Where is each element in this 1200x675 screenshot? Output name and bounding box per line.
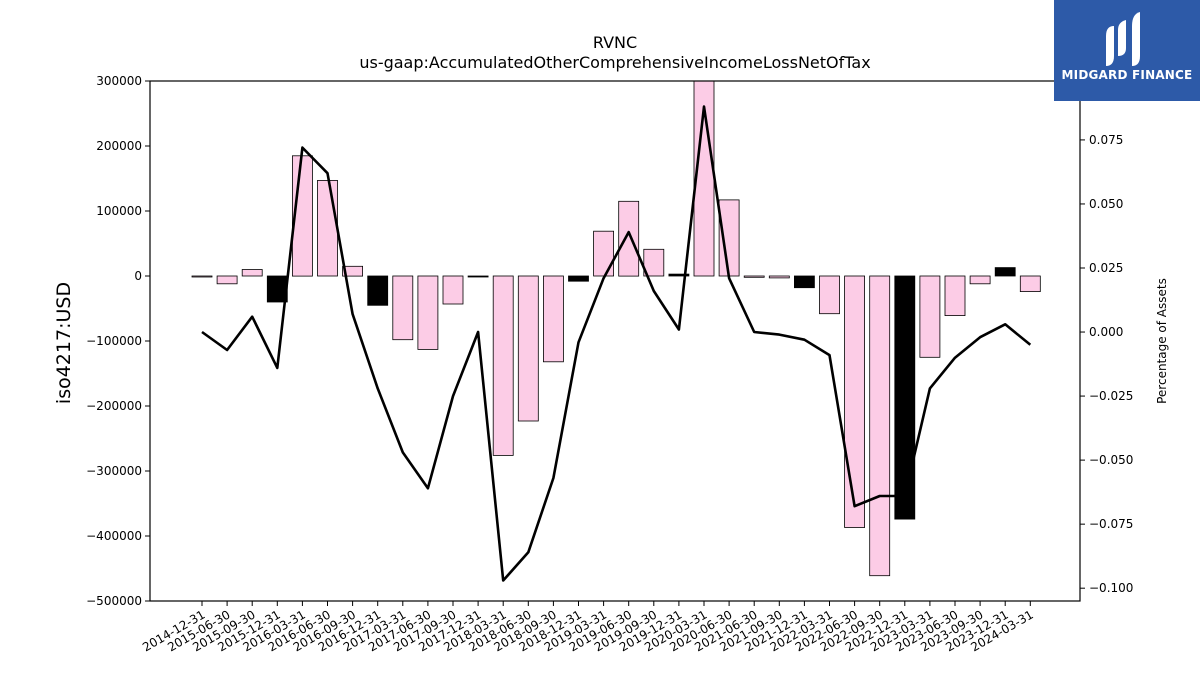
y-axis-right: 0.075 0.050 0.025 0.000 −0.025 −0.050 −0.075 −0… — [1080, 133, 1133, 595]
y-tick-label: −300000 — [86, 464, 142, 478]
bar-2016-12-31 — [367, 275, 389, 306]
y-tick-label: −200000 — [86, 399, 142, 413]
bar-2019-03-31 — [593, 230, 614, 277]
bar-2016-06-30 — [317, 179, 338, 277]
bar-2015-09-30 — [241, 269, 263, 277]
bar-2023-06-30 — [944, 275, 966, 316]
brand-logo: MIDGARD FINANCE — [1054, 0, 1200, 101]
midgard-logo-icon — [1054, 0, 1200, 101]
bar-2022-09-30 — [869, 275, 891, 577]
bar-2023-12-31 — [994, 267, 1016, 277]
y-tick-label: 200000 — [96, 139, 142, 153]
y-axis-label: iso4217:USD — [53, 282, 75, 404]
y-axis-left: 300000 200000 100000 0 −100000 −200000 −300000… — [86, 74, 150, 608]
plot-frame — [149, 80, 1081, 602]
bar-2021-12-31 — [794, 275, 815, 289]
bar-2019-06-30 — [618, 200, 640, 277]
y2-tick-label: −0.075 — [1089, 517, 1133, 531]
bar-2018-09-30 — [543, 275, 564, 363]
bar-series — [191, 80, 1041, 577]
bar-2017-03-31 — [392, 275, 414, 341]
bar-2022-12-31 — [894, 275, 916, 520]
y2-tick-label: −0.100 — [1089, 581, 1133, 595]
y2-tick-label: 0.075 — [1089, 133, 1123, 147]
x-axis: 2014-12-312015-06-302015-09-302015-12-31… — [140, 601, 1036, 654]
bar-2019-12-31 — [668, 273, 690, 277]
bar-2018-03-31 — [492, 275, 514, 456]
line-series — [201, 105, 1032, 582]
chart-subtitle: us-gaap:AccumulatedOtherComprehensiveInc… — [359, 53, 870, 72]
bar-2014-12-31 — [191, 275, 213, 278]
bar-2017-12-31 — [467, 275, 489, 278]
bar-2022-03-31 — [819, 275, 840, 315]
y2-tick-label: 0.050 — [1089, 197, 1123, 211]
y-tick-label: 300000 — [96, 74, 142, 88]
brand-name: MIDGARD FINANCE — [1061, 68, 1193, 82]
y2-tick-label: 0.025 — [1089, 261, 1123, 275]
bar-2021-09-30 — [768, 275, 790, 279]
y-tick-label: 100000 — [96, 204, 142, 218]
percentage-line — [201, 105, 1032, 582]
y-tick-label: −100000 — [86, 334, 142, 348]
bar-2019-09-30 — [643, 248, 665, 277]
y-tick-label: 0 — [134, 269, 142, 283]
y2-axis-label: Percentage of Assets — [1155, 278, 1169, 404]
bar-2017-09-30 — [442, 275, 464, 305]
chart-title: RVNC — [593, 33, 637, 52]
y-tick-label: −500000 — [86, 594, 142, 608]
y2-tick-label: 0.000 — [1089, 325, 1123, 339]
bar-2023-09-30 — [969, 275, 991, 285]
y-tick-label: −400000 — [86, 529, 142, 543]
bar-2015-06-30 — [216, 275, 238, 285]
bar-2021-06-30 — [743, 275, 765, 278]
bar-2017-06-30 — [417, 275, 439, 350]
bar-2016-09-30 — [342, 265, 364, 277]
bar-2024-03-31 — [1019, 275, 1041, 293]
bar-2022-06-30 — [844, 275, 865, 528]
bar-2018-12-31 — [568, 275, 589, 282]
y2-tick-label: −0.050 — [1089, 453, 1133, 467]
bar-2023-03-31 — [919, 275, 941, 358]
bar-2018-06-30 — [517, 275, 539, 422]
y2-tick-label: −0.025 — [1089, 389, 1133, 403]
